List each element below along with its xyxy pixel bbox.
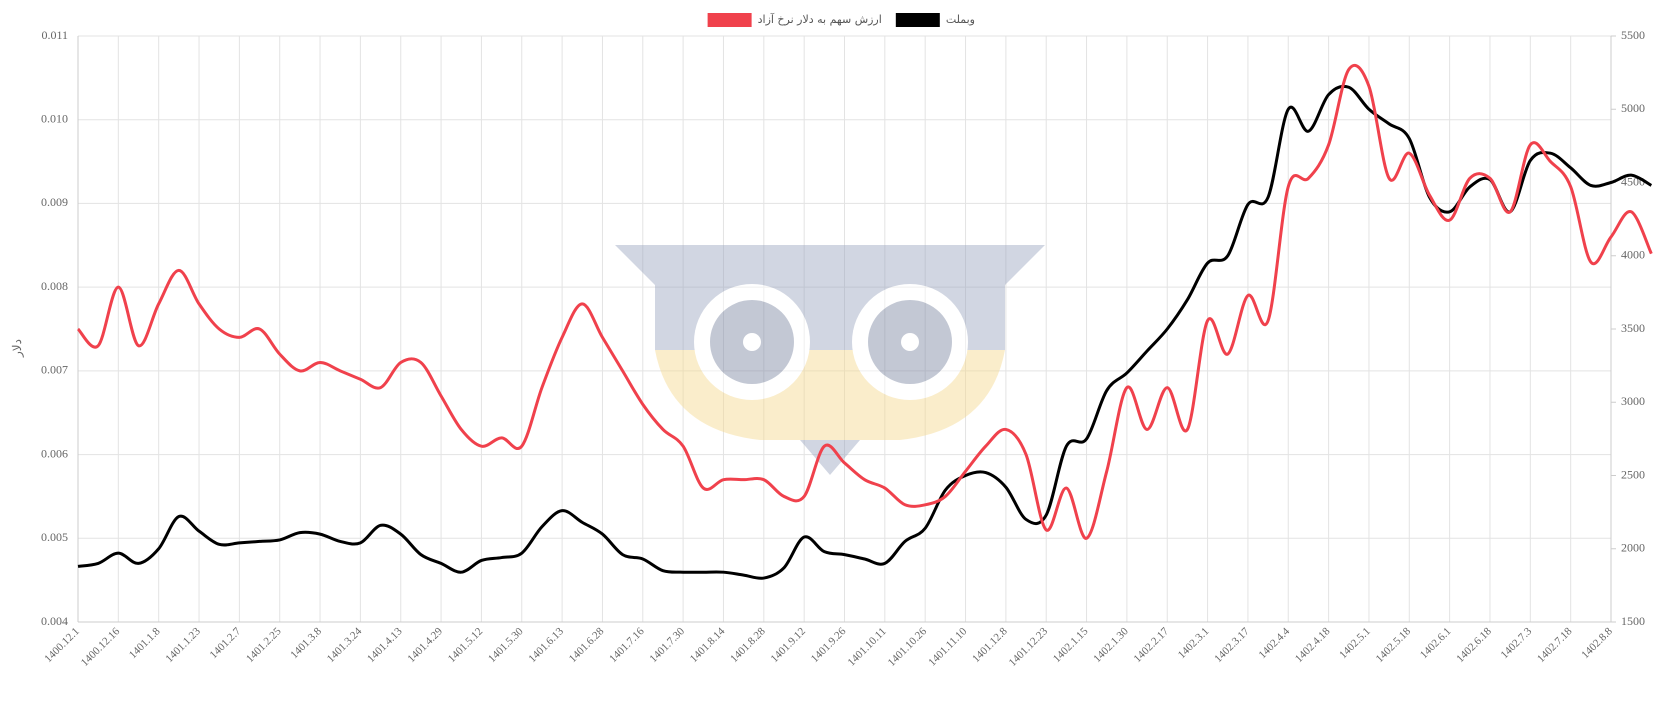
- x-tick-label: 1401.9.12: [768, 625, 808, 665]
- watermark-shape: [743, 333, 761, 351]
- y-tick-label: 0.005: [41, 530, 68, 544]
- x-tick-label: 1402.1.15: [1051, 625, 1091, 665]
- x-tick-label: 1401.8.28: [728, 625, 768, 665]
- x-tick-label: 1401.1.23: [163, 625, 203, 665]
- x-tick-label: 1402.3.17: [1212, 625, 1252, 665]
- x-tick-label: 1401.7.30: [647, 625, 687, 665]
- x-tick-label: 1401.2.7: [208, 625, 244, 661]
- y-tick-label: 0.007: [41, 363, 68, 377]
- x-tick-label: 1402.3.1: [1176, 625, 1212, 661]
- watermark-shape: [615, 245, 1045, 285]
- watermark-shape: [868, 300, 952, 384]
- x-tick-label: 1401.9.26: [809, 625, 849, 665]
- x-tick-label: 1401.12.23: [1007, 625, 1051, 669]
- y-tick-label: 0.009: [41, 195, 68, 209]
- x-tick-label: 1401.10.11: [846, 625, 889, 668]
- watermark-shape: [710, 300, 794, 384]
- series-line: [77, 84, 1653, 580]
- x-tick-label: 1401.3.8: [288, 625, 324, 661]
- watermark-shape: [852, 284, 968, 400]
- y2-tick-label: 3500: [1621, 321, 1645, 335]
- x-tick-label: 1402.5.1: [1337, 625, 1373, 661]
- x-tick-label: 1401.8.14: [688, 625, 728, 665]
- series-line: [76, 63, 1653, 540]
- x-tick-label: 1401.6.13: [526, 625, 566, 665]
- x-tick-label: 1402.4.4: [1256, 625, 1292, 661]
- x-tick-label: 1401.3.24: [325, 625, 365, 665]
- legend-swatch: [707, 13, 752, 27]
- y-tick-label: 0.008: [41, 279, 68, 293]
- x-tick-label: 1401.4.13: [365, 625, 405, 665]
- legend-swatch: [895, 13, 940, 27]
- x-tick-label: 1401.6.28: [567, 625, 607, 665]
- x-tick-label: 1402.1.30: [1091, 625, 1131, 665]
- x-tick-label: 1401.5.12: [446, 625, 486, 665]
- watermark-shape: [694, 284, 810, 400]
- y-axis-label: دلار: [10, 339, 24, 358]
- x-tick-label: 1402.6.1: [1418, 625, 1454, 661]
- y-tick-label: 0.004: [41, 614, 68, 628]
- x-tick-label: 1402.4.18: [1293, 625, 1333, 665]
- watermark: [615, 245, 1045, 475]
- x-tick-label: 1401.5.30: [486, 625, 526, 665]
- x-tick-label: 1401.7.16: [607, 625, 647, 665]
- x-tick-label: 1401.2.25: [244, 625, 284, 665]
- y2-tick-label: 2000: [1621, 541, 1645, 555]
- x-tick-label: 1401.4.29: [405, 625, 445, 665]
- x-tick-label: 1400.12.1: [42, 625, 82, 665]
- x-tick-label: 1401.12.8: [970, 625, 1010, 665]
- y2-tick-label: 5500: [1621, 28, 1645, 42]
- watermark-shape: [655, 285, 1005, 350]
- y2-tick-label: 3000: [1621, 394, 1645, 408]
- y-tick-label: 0.010: [41, 111, 68, 125]
- y2-tick-label: 1500: [1621, 614, 1645, 628]
- x-tick-label: 1401.11.10: [926, 625, 970, 669]
- y2-tick-label: 5000: [1621, 101, 1645, 115]
- y2-tick-label: 4000: [1621, 248, 1645, 262]
- x-tick-label: 1402.2.17: [1132, 625, 1172, 665]
- legend-text: ارزش سهم به دلار نرخ آزاد: [758, 12, 882, 26]
- watermark-shape: [800, 440, 860, 475]
- y-tick-label: 0.011: [41, 28, 68, 42]
- x-tick-label: 1402.6.18: [1454, 625, 1494, 665]
- x-tick-label: 1402.7.3: [1499, 625, 1535, 661]
- x-tick-label: 1402.5.18: [1374, 625, 1414, 665]
- watermark-shape: [901, 333, 919, 351]
- x-tick-label: 1400.12.16: [79, 625, 123, 669]
- watermark-shape: [655, 350, 1005, 440]
- x-tick-label: 1402.8.8: [1579, 625, 1615, 661]
- legend-text: وبملت: [946, 13, 975, 26]
- x-tick-label: 1401.10.26: [886, 625, 930, 669]
- x-tick-label: 1402.7.18: [1535, 625, 1575, 665]
- y2-tick-label: 2500: [1621, 467, 1645, 481]
- x-tick-label: 1401.1.8: [127, 625, 163, 661]
- y-tick-label: 0.006: [41, 446, 68, 460]
